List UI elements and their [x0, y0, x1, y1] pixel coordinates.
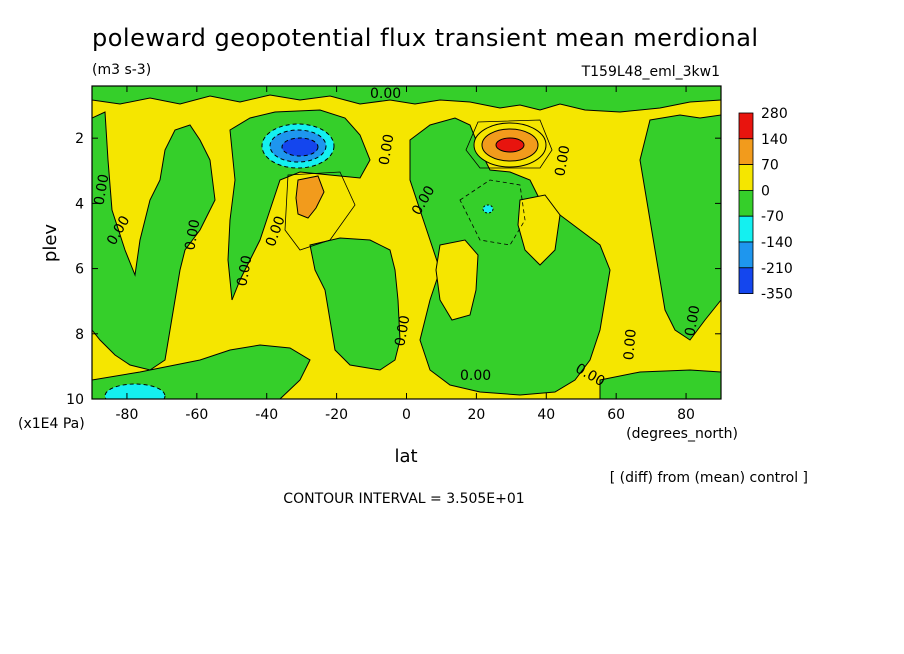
y-axis-label: plev [40, 224, 61, 263]
colorbar-label: 140 [761, 132, 788, 148]
colorbar-label: -70 [761, 209, 784, 225]
green-region-center-right [409, 117, 611, 396]
y-axis: 2 4 6 8 10 [66, 131, 721, 408]
small-negative-spot [482, 204, 494, 214]
contour-label: 0.00 [91, 173, 112, 206]
colorbar-label: -210 [761, 261, 793, 277]
green-region-left-column [92, 111, 216, 371]
contour-line-1 [284, 171, 356, 251]
green-region-right-edge [639, 114, 721, 341]
y-tick-label: 4 [75, 196, 84, 212]
diff-note: [ (diff) from (mean) control ] [610, 470, 808, 486]
x-axis: -80 -60 -40 -20 0 20 40 60 80 [116, 86, 695, 423]
contour-interval: CONTOUR INTERVAL = 3.505E+01 [283, 491, 524, 507]
negative-surface-core [104, 383, 166, 399]
contour-label: 0.00 [376, 133, 397, 166]
contour-label: 0.00 [392, 314, 413, 347]
colorbar-swatch [738, 164, 754, 191]
run-label: T159L48_eml_3kw1 [581, 64, 720, 80]
colorbar-swatch [738, 112, 754, 140]
contour-label: 0.00 [370, 86, 401, 102]
x-tick-label: 20 [467, 407, 485, 423]
green-region-top-band [92, 86, 721, 113]
x-tick-label: 40 [537, 407, 555, 423]
x-tick-label: 80 [677, 407, 695, 423]
y-units: (x1E4 Pa) [18, 416, 85, 432]
heatmap-field: 0.00 0.00 0.00 0.00 0.00 0.00 0.00 0.00 … [91, 86, 721, 399]
positive-secondary-core [295, 175, 325, 219]
x-tick-label: -20 [325, 407, 348, 423]
x-tick-label: -80 [116, 407, 139, 423]
colorbar-label: 0 [761, 183, 770, 199]
contour-label: 0.00 [682, 304, 703, 337]
negative-core-inner [281, 137, 319, 157]
colorbar-label: -350 [761, 287, 793, 303]
x-tick-label: 0 [402, 407, 411, 423]
colorbar-label: -140 [761, 235, 793, 251]
contour-line-2 [465, 119, 553, 169]
chart-title: poleward geopotential flux transient mea… [92, 24, 759, 52]
positive-core-inner [495, 137, 525, 153]
x-tick-label: -40 [255, 407, 278, 423]
contour-label: 0.00 [460, 368, 491, 384]
colorbar-label: 70 [761, 158, 779, 174]
contour-label: 0.00 [234, 254, 255, 287]
colorbar-swatch [738, 267, 754, 294]
yellow-island-1 [435, 239, 479, 321]
x-tick-label: 60 [607, 407, 625, 423]
green-region-bottom-right [599, 369, 721, 399]
chart-units: (m3 s-3) [92, 62, 151, 78]
colorbar-label: 280 [761, 106, 788, 122]
contour-label: 0.00 [182, 218, 203, 251]
colorbar-swatch [738, 138, 754, 166]
y-tick-label: 2 [75, 131, 84, 147]
green-region-center-left [227, 109, 371, 301]
green-region-center-lower [309, 237, 401, 371]
x-tick-label: -60 [185, 407, 208, 423]
colorbar: 280 140 70 0 -70 -140 -210 -350 [738, 106, 793, 303]
colorbar-swatch [738, 215, 754, 243]
x-axis-label: lat [394, 446, 417, 467]
colorbar-swatch [738, 189, 754, 217]
y-tick-label: 10 [66, 392, 84, 408]
y-tick-label: 6 [75, 262, 84, 278]
contour-label: 0.00 [621, 328, 640, 360]
y-tick-label: 8 [75, 327, 84, 343]
colorbar-swatch [738, 241, 754, 269]
contour-line-3 [459, 179, 526, 246]
x-units: (degrees_north) [626, 426, 738, 442]
contour-label: 0.00 [552, 144, 573, 177]
